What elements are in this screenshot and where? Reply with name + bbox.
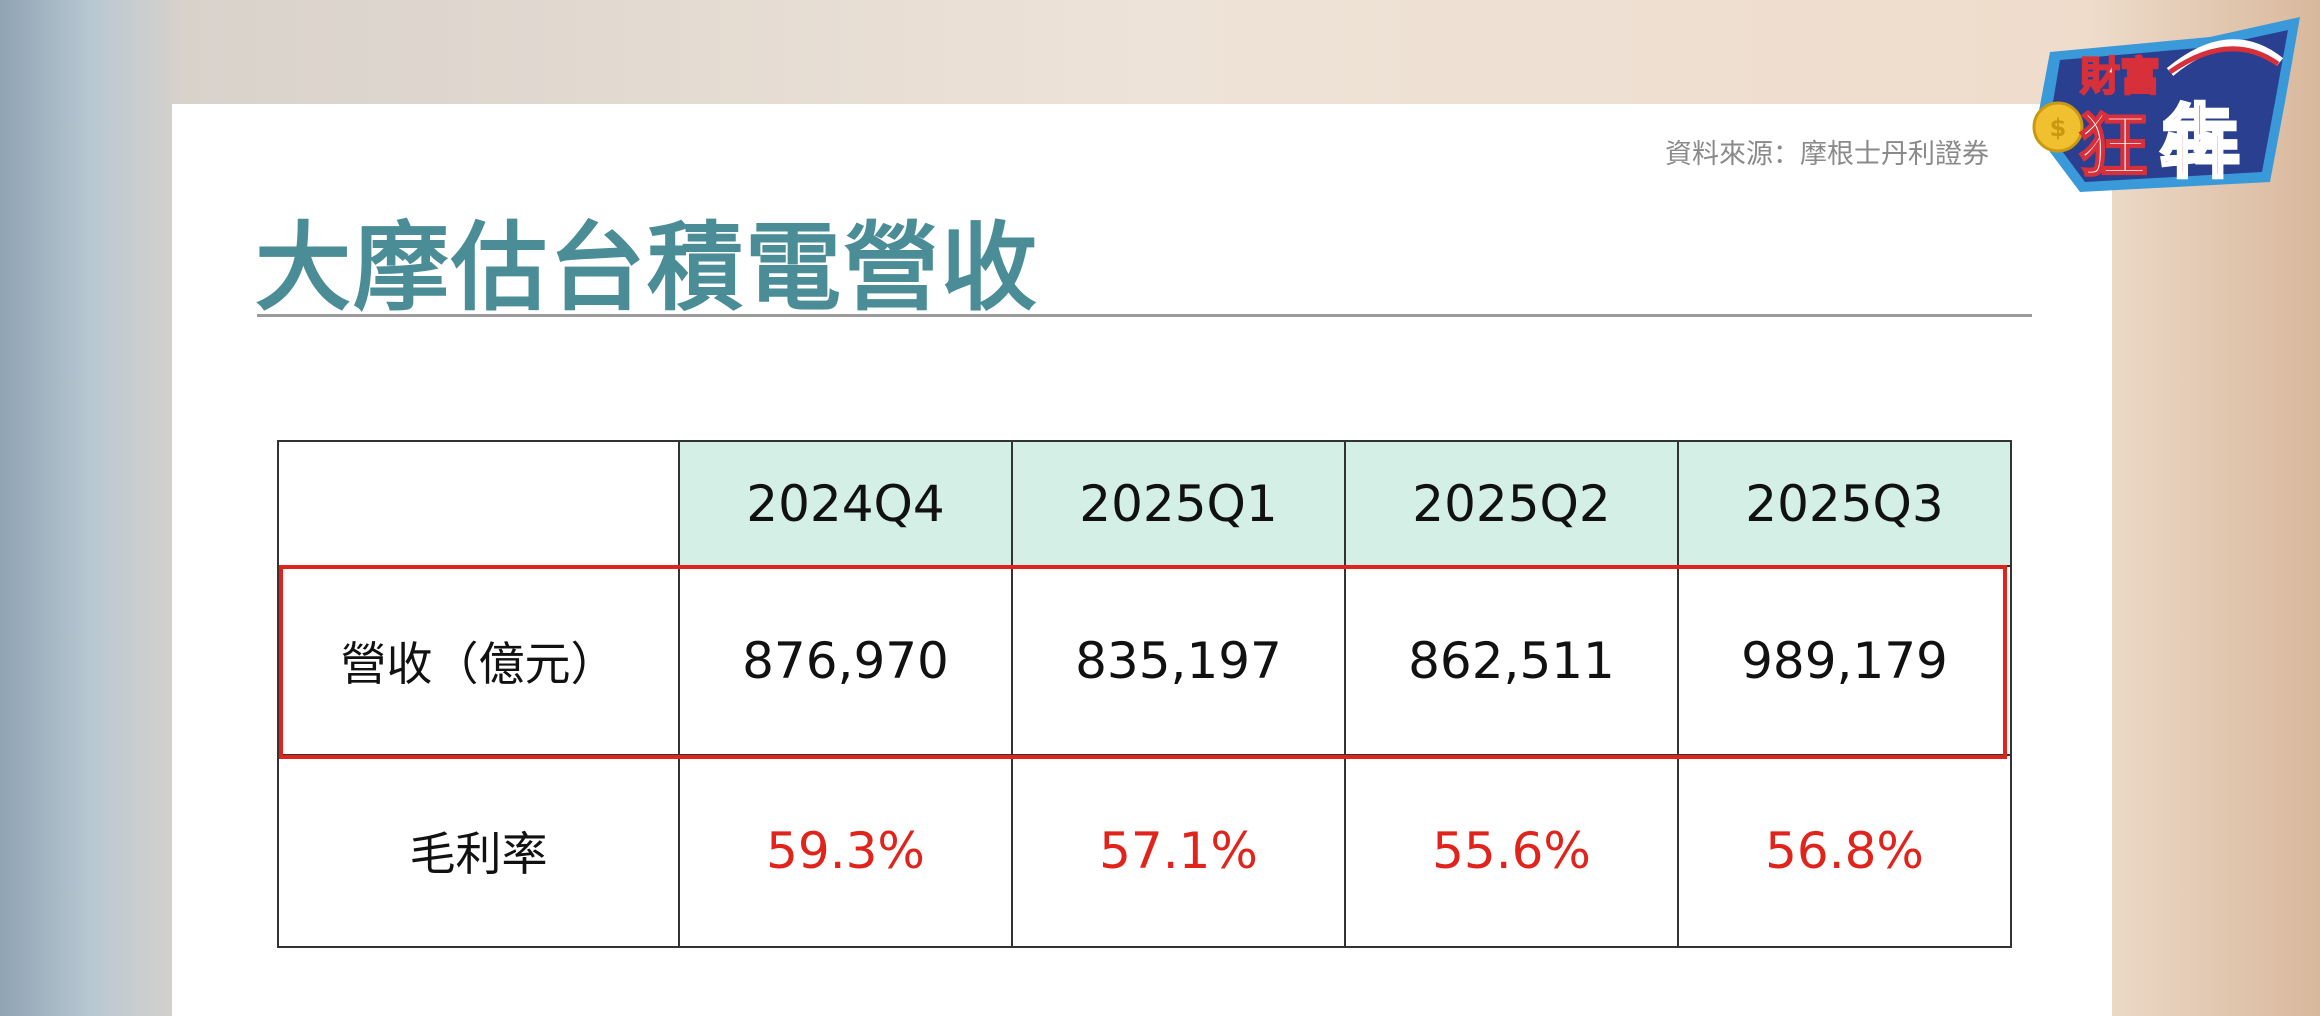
row-label: 營收（億元） [277, 565, 680, 756]
table-header-row: 2024Q4 2025Q1 2025Q2 2025Q3 [277, 440, 2012, 567]
svg-text:狂: 狂 [2078, 105, 2148, 187]
table-cell: 835,197 [1011, 565, 1346, 756]
table-cell: 862,511 [1344, 565, 1679, 756]
row-label: 毛利率 [277, 754, 680, 948]
table-row-gross-margin: 毛利率 59.3% 57.1% 55.6% 56.8% [277, 754, 2012, 948]
table-cell: 56.8% [1677, 754, 2012, 948]
header-quarter: 2025Q1 [1011, 440, 1346, 567]
header-quarter: 2025Q3 [1677, 440, 2012, 567]
table-row-revenue: 營收（億元） 876,970 835,197 862,511 989,179 [277, 565, 2012, 756]
svg-text:$: $ [2050, 114, 2067, 142]
svg-text:犇: 犇 [2160, 96, 2240, 189]
header-quarter: 2024Q4 [678, 440, 1013, 567]
title-divider [257, 314, 2032, 317]
svg-text:財富: 財富 [2080, 54, 2160, 100]
highlight-box [279, 565, 2007, 759]
show-logo: $ 財富 狂 犇 [2032, 17, 2300, 192]
header-empty [277, 440, 680, 567]
table-cell: 989,179 [1677, 565, 2012, 756]
revenue-table: 2024Q4 2025Q1 2025Q2 2025Q3 營收（億元） 876,9… [277, 440, 2012, 948]
header-quarter: 2025Q2 [1344, 440, 1679, 567]
page-title: 大摩估台積電營收 [255, 212, 1039, 324]
data-source: 資料來源：摩根士丹利證券 [1665, 139, 1989, 170]
table-cell: 876,970 [678, 565, 1013, 756]
table-cell: 57.1% [1011, 754, 1346, 948]
table-cell: 59.3% [678, 754, 1013, 948]
table-cell: 55.6% [1344, 754, 1679, 948]
